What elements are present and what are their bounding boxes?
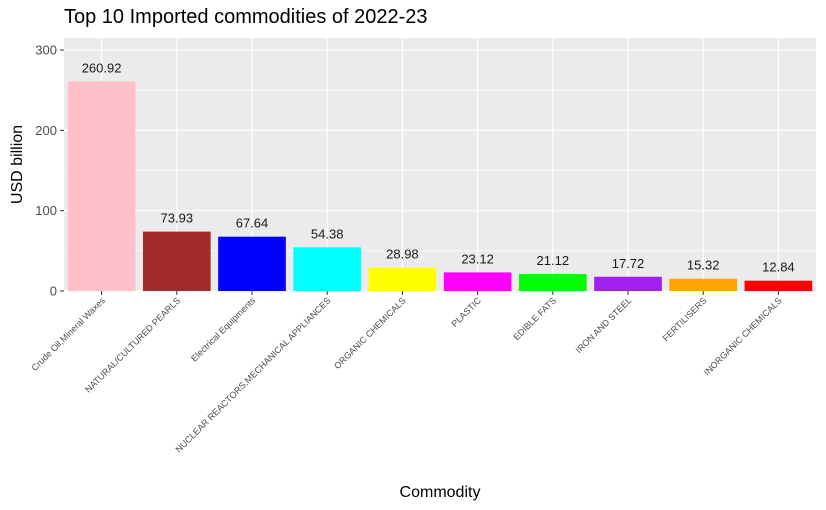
- y-axis: 0 100 200 300: [35, 43, 64, 299]
- bar: [443, 272, 512, 291]
- data-labels-group: 260.92 73.93 67.64 54.38 28.98 23.12 21.12 17.7…: [82, 60, 795, 274]
- x-tick-label: Crude Oil,Mineral Waxes: [29, 295, 107, 373]
- y-tick-label: 100: [35, 203, 57, 218]
- bar: [293, 247, 362, 291]
- data-label: 21.12: [537, 253, 570, 268]
- x-tick-label: Electrical Equipments: [189, 295, 258, 364]
- data-label: 23.12: [461, 251, 494, 266]
- bar: [142, 231, 211, 291]
- bar: [368, 267, 437, 291]
- bar: [744, 280, 813, 291]
- bar: [518, 274, 587, 291]
- x-tick-label: IRON AND STEEL: [574, 295, 634, 355]
- x-tick-label: ORGANIC CHEMICALS: [332, 295, 408, 371]
- chart-title: Top 10 Imported commodities of 2022-23: [64, 6, 428, 28]
- y-tick-label: 200: [35, 123, 57, 138]
- data-label: 54.38: [311, 226, 344, 241]
- data-label: 28.98: [386, 247, 419, 262]
- data-label: 67.64: [236, 216, 269, 231]
- y-tick-label: 0: [50, 284, 57, 299]
- x-tick-label: EDIBLE FATS: [511, 295, 558, 342]
- data-label: 12.84: [762, 260, 795, 275]
- x-tick-label: NUCLEAR REACTORS,MECHANICAL APPLIANCES: [173, 295, 332, 454]
- y-tick-label: 300: [35, 43, 57, 58]
- x-axis: Crude Oil,Mineral WaxesNATURAL/CULTURED …: [29, 291, 784, 454]
- y-axis-title: USD billion: [9, 125, 26, 204]
- x-tick-label: PLASTIC: [449, 295, 483, 329]
- x-tick-label: FERTILISERS: [661, 295, 709, 343]
- bars-group: [67, 81, 813, 291]
- x-axis-title: Commodity: [400, 484, 481, 501]
- bar: [594, 276, 662, 291]
- data-label: 17.72: [612, 256, 645, 271]
- bar: [67, 81, 136, 291]
- data-label: 73.93: [161, 211, 194, 226]
- x-tick-label: INORGANIC CHEMICALS: [702, 295, 784, 377]
- data-label: 260.92: [82, 60, 122, 75]
- data-label: 15.32: [687, 258, 720, 273]
- bar: [669, 278, 738, 291]
- bar: [218, 236, 286, 291]
